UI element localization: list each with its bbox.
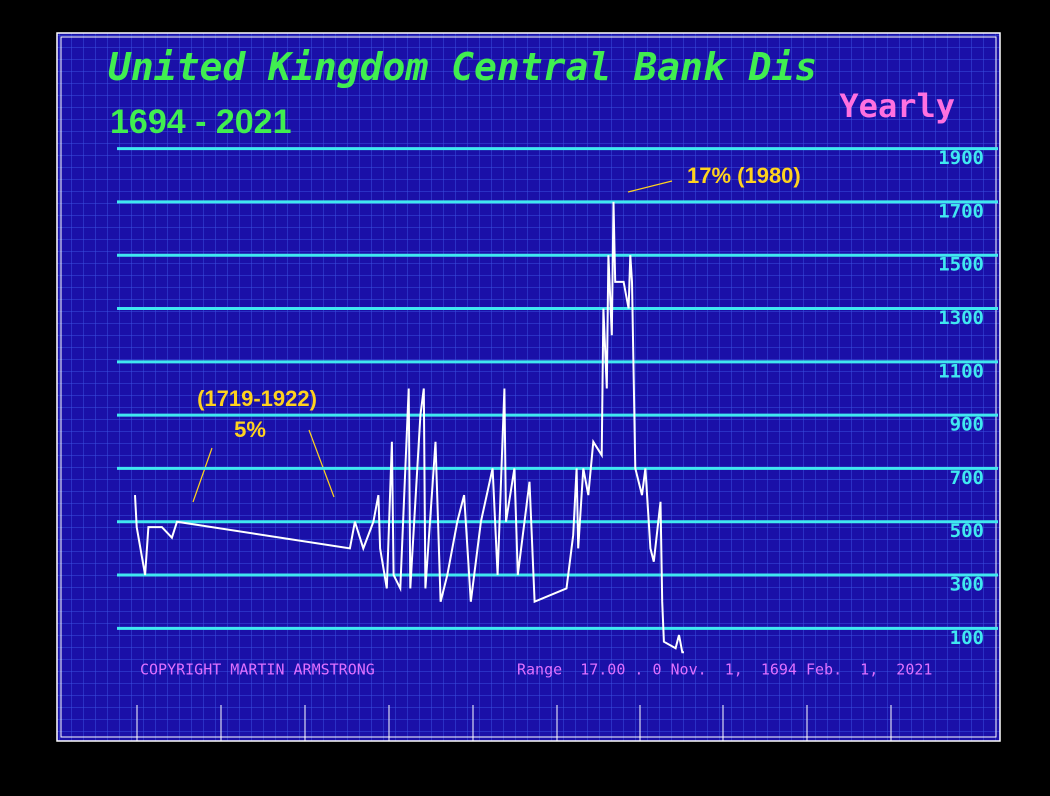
y-tick-label: 1500 xyxy=(938,254,984,276)
frequency-label: Yearly xyxy=(839,87,955,125)
y-tick-label: 1300 xyxy=(938,307,984,329)
chart-subtitle: 1694 - 2021 xyxy=(110,103,292,141)
annotation-lines xyxy=(192,180,673,503)
footer-copyright: COPYRIGHT MARTIN ARMSTRONG xyxy=(140,661,375,679)
annotation: (1719-1922) xyxy=(197,386,317,411)
annotation: 17% (1980) xyxy=(687,163,801,188)
x-axis-decoration xyxy=(136,705,892,741)
y-tick-label: 100 xyxy=(950,627,984,649)
y-tick-label: 300 xyxy=(950,574,984,596)
y-tick-label: 1700 xyxy=(938,200,984,222)
y-tick-label: 500 xyxy=(950,520,984,542)
panel-border-inner xyxy=(60,36,997,738)
footer-range: Range 17.00 . 0 Nov. 1, 1694 Feb. 1, 202… xyxy=(517,661,932,679)
y-tick-label: 1100 xyxy=(938,360,984,382)
plot-panel xyxy=(57,33,1000,741)
chart-title: United Kingdom Central Bank Dis xyxy=(108,45,817,89)
annotation: 5% xyxy=(234,417,266,442)
panel-border xyxy=(56,32,1001,742)
rate-line xyxy=(134,201,684,654)
y-tick-label: 900 xyxy=(950,414,984,436)
y-tick-label: 1900 xyxy=(938,147,984,169)
y-tick-label: 700 xyxy=(950,467,984,489)
